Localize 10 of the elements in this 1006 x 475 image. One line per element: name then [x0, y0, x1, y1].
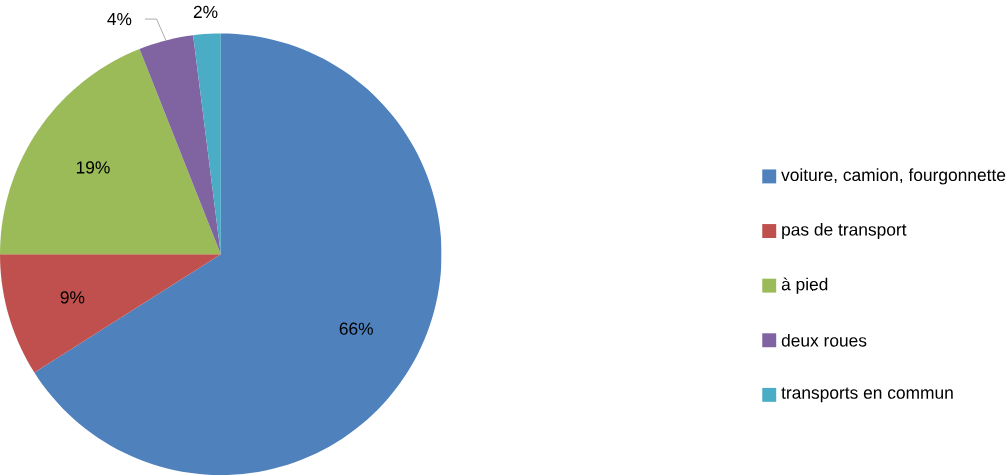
legend-label: deux roues [781, 333, 867, 347]
data-label: 4% [107, 12, 132, 26]
data-label: 19% [76, 161, 110, 174]
legend-label: transports en commun [781, 387, 953, 403]
legend-label: pas de transport [782, 222, 907, 240]
data-label: 9% [60, 291, 85, 304]
legend-label: voiture, camion, fourgonnette [781, 168, 1006, 185]
data-label: 66% [339, 322, 373, 335]
legend-label: à pied [781, 277, 828, 294]
data-label: 2% [193, 5, 218, 18]
